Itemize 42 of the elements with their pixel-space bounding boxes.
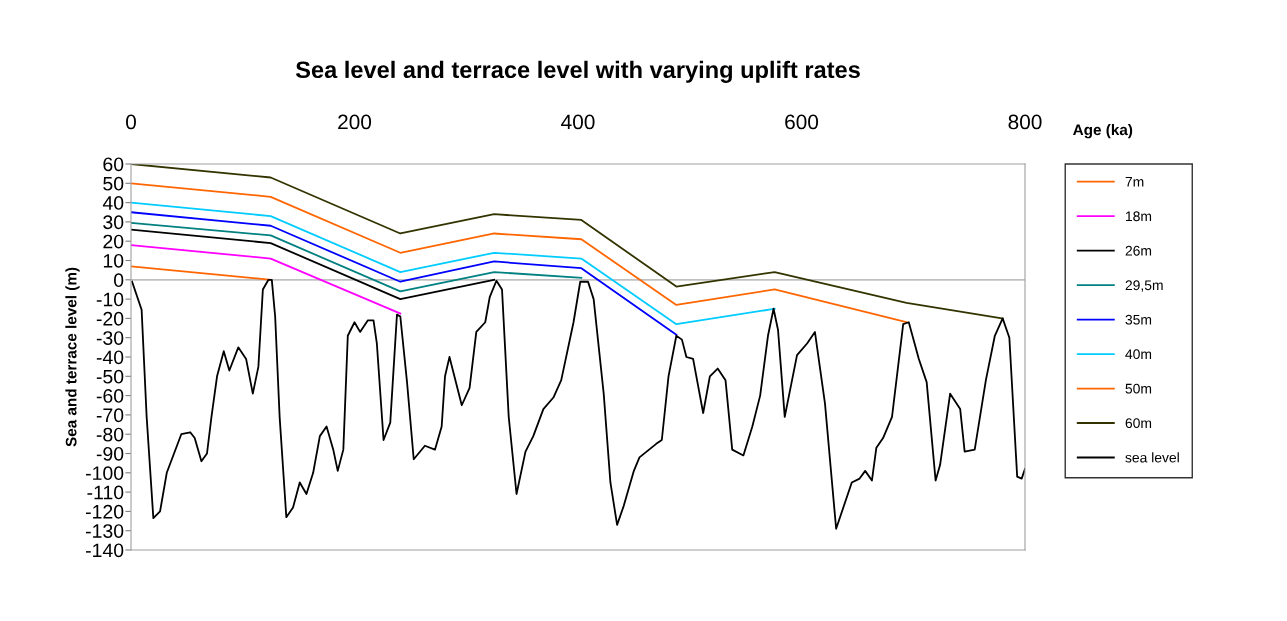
legend-label: 35m: [1125, 314, 1152, 325]
y-tick-label: 40: [102, 196, 124, 210]
y-tick-label: 60: [103, 157, 124, 172]
legend-label: 7m: [1125, 177, 1144, 187]
legend-label: sea level: [1125, 452, 1179, 463]
x-tick-label: 0: [126, 114, 136, 130]
y-tick-label: -20: [96, 311, 124, 326]
y-tick-label: -60: [96, 389, 124, 403]
y-tick-label: -40: [96, 350, 124, 365]
y-tick-label: 20: [103, 234, 124, 249]
x-tick-label: 600: [785, 114, 819, 130]
legend-label: 29,5m: [1125, 280, 1163, 292]
y-tick-label: -100: [86, 466, 124, 481]
y-tick-label: -70: [96, 408, 124, 423]
legend-label: 60m: [1125, 418, 1152, 429]
legend-label: 40m: [1125, 349, 1152, 360]
y-tick-label: -140: [86, 543, 124, 558]
chart-title: Sea level and terrace level with varying uplift rates: [295, 60, 860, 83]
x-tick-label: 400: [561, 114, 595, 130]
y-axis-title: Sea and terrace level (m): [65, 267, 80, 447]
y-tick-label: -30: [96, 331, 124, 345]
legend-label: 26m: [1125, 245, 1152, 256]
x-tick-label: 800: [1008, 114, 1042, 130]
y-tick-label: -80: [96, 427, 124, 442]
y-tick-label: -10: [96, 292, 124, 307]
x-tick-label: 200: [338, 114, 372, 130]
y-tick-label: 50: [103, 176, 124, 191]
x-axis-title: Age (ka): [1073, 123, 1133, 139]
line-series: [131, 201, 776, 326]
legend-label: 18m: [1126, 211, 1152, 222]
y-tick-label: -120: [86, 504, 124, 519]
y-tick-label: 10: [103, 253, 124, 268]
y-tick-label: -90: [96, 446, 124, 461]
line-series: [131, 182, 908, 324]
line-series: [131, 211, 678, 336]
y-tick-label: -130: [86, 524, 124, 538]
legend-label: 50m: [1125, 383, 1152, 394]
y-tick-label: -110: [87, 485, 124, 500]
y-tick-label: -50: [96, 369, 124, 384]
line-series: [131, 221, 583, 293]
y-tick-label: 30: [103, 215, 124, 230]
y-tick-label: 0: [114, 273, 124, 288]
